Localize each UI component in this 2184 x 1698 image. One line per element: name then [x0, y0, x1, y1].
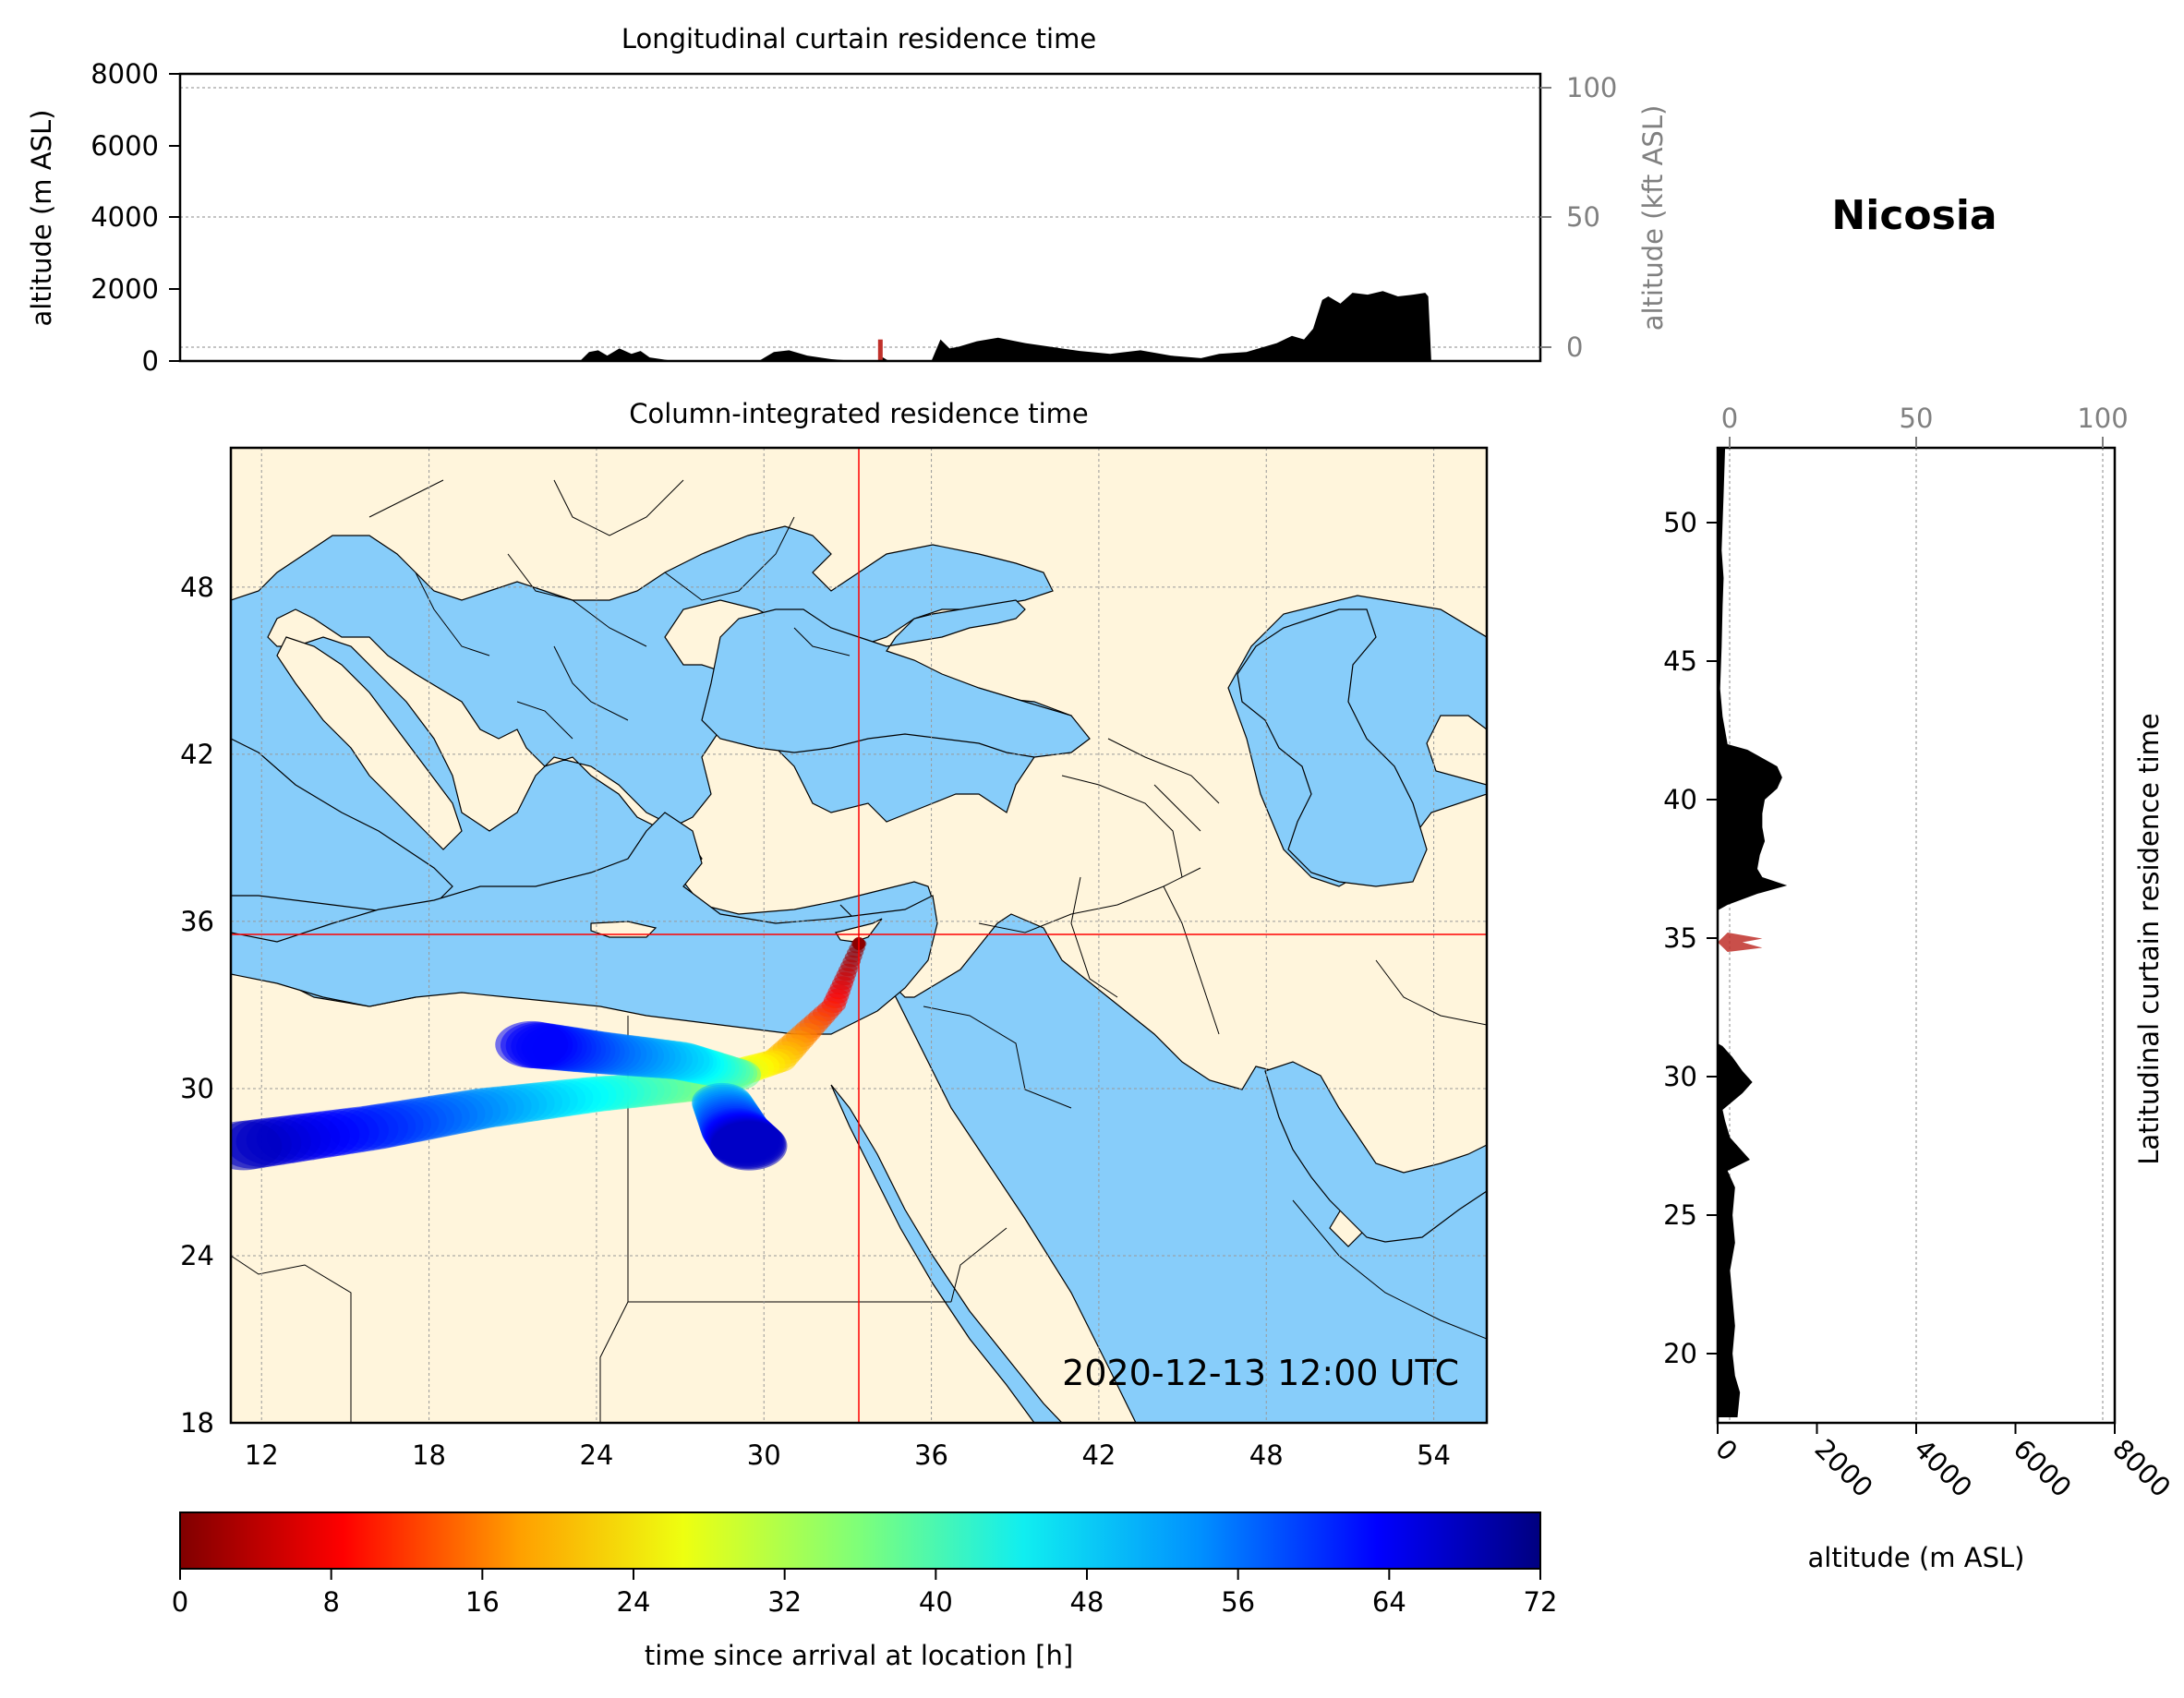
- black-sea: [701, 599, 1091, 758]
- top-y2tick-label: 0: [1566, 331, 1583, 363]
- colorbar-tick-label: 32: [767, 1586, 802, 1618]
- map-land: [231, 448, 1487, 1423]
- map-ytick-label: 30: [180, 1073, 214, 1104]
- plume-point: [231, 1121, 283, 1171]
- colorbar-ticks: 0 8 16 24 32 40 48 56 64 72: [172, 1569, 1558, 1618]
- map-xtick-label: 30: [747, 1439, 781, 1471]
- map-panel-title: Column-integrated residence time: [629, 398, 1089, 429]
- map-xtick-label: 12: [245, 1439, 279, 1471]
- colorbar-tick-label: 48: [1070, 1586, 1104, 1618]
- map-ticks: 12 18 24 30 36 42 48 54 18 24 30 36 42 48: [180, 572, 1451, 1471]
- side-ytick-label: 40: [1663, 784, 1697, 815]
- map-ytick-label: 18: [180, 1407, 214, 1439]
- map-xtick-label: 24: [579, 1439, 613, 1471]
- top-y2tick-label: 100: [1566, 72, 1617, 103]
- side-x2tick-label: 0: [1721, 403, 1738, 434]
- persian-gulf: [1264, 1061, 1487, 1243]
- map-xtick-label: 54: [1417, 1439, 1451, 1471]
- side-panel: 0 50 100 0 2000 4000 6000 8000 20 25 30 35 40 45 50 La…: [1663, 403, 2177, 1573]
- site-title: Nicosia: [1831, 192, 1997, 239]
- side-ytick-label: 35: [1663, 922, 1697, 954]
- side-terrain-area: [1718, 448, 1788, 1417]
- colorbar-tick-label: 8: [322, 1586, 339, 1618]
- map-xtick-label: 36: [914, 1439, 948, 1471]
- red-sea: [830, 1084, 1063, 1423]
- colorbar-tick-label: 56: [1221, 1586, 1255, 1618]
- map-borders: [231, 479, 1487, 1423]
- side-ytick-label: 30: [1663, 1061, 1697, 1092]
- map-xtick-label: 48: [1249, 1439, 1284, 1471]
- top-ytick-label: 6000: [90, 130, 159, 162]
- colorbar-tick-label: 72: [1524, 1586, 1558, 1618]
- colorbar-frame: [179, 1511, 1541, 1570]
- top-ytick-label: 4000: [90, 201, 159, 233]
- colorbar-gradient: [180, 1512, 1540, 1569]
- italy: [276, 636, 463, 850]
- crete: [590, 921, 658, 938]
- top-ytick-label: 0: [142, 345, 159, 377]
- colorbar-tick-label: 0: [172, 1586, 188, 1618]
- top-panel: Longitudinal curtain residence time 0 20…: [26, 23, 1669, 377]
- colorbar-tick-label: 16: [465, 1586, 500, 1618]
- colorbar: 0 8 16 24 32 40 48 56 64 72 time since arrival at…: [172, 1511, 1558, 1671]
- colorbar-tick-label: 40: [919, 1586, 953, 1618]
- top-right-ticks: 0 50 100: [1540, 72, 1617, 363]
- plume-point: [710, 1121, 788, 1171]
- map-ytick-label: 48: [180, 572, 214, 603]
- map-ytick-label: 36: [180, 906, 214, 937]
- side-xtick-label: 6000: [2008, 1433, 2078, 1503]
- map-panel: Column-integrated residence time: [180, 398, 1489, 1471]
- side-ytick-label: 45: [1663, 645, 1697, 677]
- colorbar-tick-label: 24: [617, 1586, 651, 1618]
- side-xtick-label: 4000: [1908, 1433, 1978, 1503]
- top-left-ticks: 0 2000 4000 6000 8000: [90, 58, 180, 377]
- top-residence-marker: [877, 339, 883, 361]
- colorbar-label: time since arrival at location [h]: [645, 1640, 1073, 1671]
- side-ticks: 0 50 100 0 2000 4000 6000 8000 20 25 30 35 40 45 50: [1663, 403, 2177, 1503]
- side-xlabel: altitude (m ASL): [1808, 1542, 2025, 1573]
- plume-point: [495, 1020, 569, 1068]
- side-x2tick-label: 50: [1900, 403, 1934, 434]
- side-ytick-label: 25: [1663, 1199, 1697, 1231]
- side-ytick-label: 20: [1663, 1338, 1697, 1369]
- top-terrain-area: [580, 291, 1431, 361]
- side-ytick-label: 50: [1663, 507, 1697, 538]
- side-residence-marker: [1718, 933, 1763, 952]
- side-x2tick-label: 100: [2077, 403, 2128, 434]
- caspian-sea: [1237, 608, 1428, 887]
- map-frame: [229, 446, 1489, 1425]
- top-ylabel-right: altitude (kft ASL): [1637, 105, 1669, 331]
- top-y2tick-label: 50: [1566, 201, 1600, 233]
- map-ytick-label: 24: [180, 1240, 214, 1271]
- timestamp-label: 2020-12-13 12:00 UTC: [1062, 1353, 1459, 1393]
- top-ytick-label: 2000: [90, 273, 159, 305]
- colorbar-tick-label: 64: [1372, 1586, 1406, 1618]
- side-xtick-label: 2000: [1809, 1433, 1879, 1503]
- map-xtick-label: 18: [412, 1439, 446, 1471]
- map-ytick-label: 42: [180, 739, 214, 770]
- side-xtick-label: 8000: [2106, 1433, 2177, 1503]
- top-panel-title: Longitudinal curtain residence time: [621, 23, 1096, 54]
- side-gridlines: [1729, 448, 2104, 1423]
- side-xtick-label: 0: [1709, 1433, 1744, 1467]
- mediterranean-sea: [231, 738, 453, 915]
- top-ytick-label: 8000: [90, 58, 159, 90]
- map-xtick-label: 42: [1081, 1439, 1116, 1471]
- plume-layer: [231, 937, 867, 1171]
- mediterranean-east: [231, 812, 938, 1035]
- top-ylabel-left: altitude (m ASL): [26, 110, 57, 327]
- side-panel-title: Latitudinal curtain residence time: [2133, 713, 2165, 1165]
